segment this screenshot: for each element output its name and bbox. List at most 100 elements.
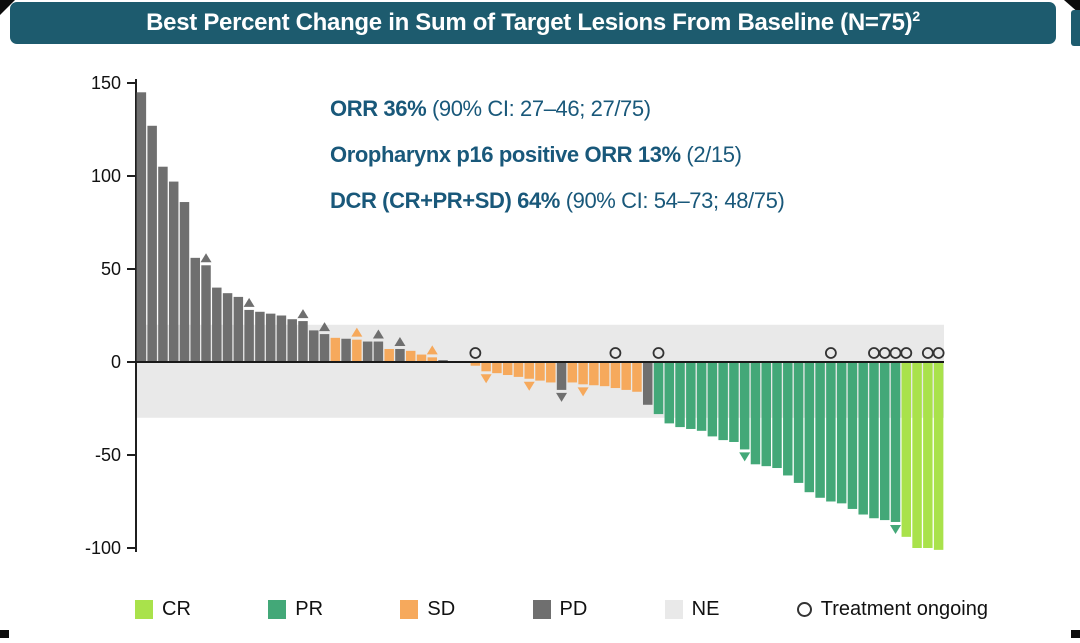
- bar-sd: [427, 357, 438, 362]
- legend-label: PD: [559, 597, 588, 620]
- bar-sd: [481, 362, 491, 372]
- bar-pd: [395, 348, 405, 362]
- legend-swatch-ne: [664, 599, 683, 619]
- bar-pr: [880, 362, 890, 521]
- y-axis-tick-label: 100: [91, 166, 121, 186]
- markers-group: [200, 253, 945, 534]
- up-triangle-marker: [243, 297, 255, 307]
- legend-item-pd: PD: [532, 597, 588, 621]
- bar-sd: [621, 362, 631, 390]
- bar-sd: [513, 362, 524, 377]
- bar-pd: [190, 257, 200, 362]
- y-axis-tick-label: -100: [85, 538, 121, 558]
- y-axis-tick-label: 150: [91, 73, 121, 93]
- legend-label: SD: [427, 597, 456, 620]
- bar-sd: [330, 337, 341, 362]
- bar-pd: [642, 362, 653, 405]
- legend-label: CR: [162, 597, 191, 620]
- bar-sd: [405, 350, 416, 362]
- bar-sd: [599, 362, 610, 387]
- legend-swatch-cr: [135, 599, 153, 619]
- bar-pr: [653, 362, 664, 415]
- bar-pd: [341, 338, 351, 362]
- bar-pr: [847, 362, 858, 509]
- down-triangle-marker: [480, 374, 492, 384]
- chart-legend: CR PR SD PD NE Treatment ongoing: [135, 594, 988, 624]
- treatment-ongoing-circle: [824, 347, 837, 359]
- bar-pd: [147, 125, 157, 362]
- bar-sd: [524, 362, 534, 379]
- bar-cr: [923, 362, 933, 548]
- bar-sd: [589, 362, 599, 386]
- bar-pd: [179, 202, 190, 362]
- bar-pr: [793, 362, 804, 483]
- bar-pd: [212, 287, 222, 362]
- bar-pd: [244, 309, 254, 362]
- bar-pr: [664, 362, 675, 424]
- legend-label: PR: [295, 597, 324, 620]
- bar-cr: [912, 362, 922, 548]
- bar-pd: [233, 296, 244, 362]
- bar-pd: [309, 330, 319, 362]
- dcr-annotation: DCR (CR+PR+SD) 64% (90% CI: 54–73; 48/75…: [330, 188, 785, 213]
- bar-pd: [319, 334, 330, 362]
- bar-pd: [168, 181, 179, 362]
- legend-item-treatment-ongoing: Treatment ongoing: [796, 597, 988, 621]
- bar-pd: [362, 341, 373, 362]
- bar-pd: [255, 311, 265, 362]
- bar-pd: [158, 166, 168, 362]
- bars-group: [136, 92, 944, 550]
- legend-label: NE: [691, 597, 720, 620]
- bar-sd: [546, 362, 556, 383]
- up-triangle-marker: [200, 253, 212, 263]
- treatment-ongoing-circle: [932, 347, 945, 359]
- bar-pr: [718, 362, 728, 441]
- bar-pd: [298, 321, 308, 362]
- bar-pr: [707, 362, 718, 437]
- bar-cr: [933, 362, 944, 550]
- bar-pr: [761, 362, 771, 467]
- bar-sd: [470, 362, 481, 366]
- bar-sd: [352, 339, 362, 362]
- legend-label: Treatment ongoing: [820, 597, 988, 620]
- bar-pr: [858, 362, 868, 515]
- down-triangle-marker: [523, 381, 535, 391]
- page-title-text: Best Percent Change in Sum of Target Les…: [146, 9, 913, 36]
- y-axis-tick-label: 0: [111, 352, 121, 372]
- bar-pr: [750, 362, 761, 465]
- bar-pr: [772, 362, 782, 469]
- legend-item-pr: PR: [268, 598, 323, 621]
- bar-sd: [610, 362, 621, 389]
- treatment-ongoing-circle: [652, 347, 665, 359]
- y-axis-tick-label: -50: [95, 445, 121, 465]
- bar-sd: [632, 362, 642, 392]
- up-triangle-marker: [394, 336, 406, 346]
- legend-swatch-pd: [532, 599, 551, 619]
- bar-pr: [815, 362, 825, 498]
- bar-pd: [556, 362, 567, 390]
- bar-pr: [686, 362, 696, 429]
- down-triangle-marker: [739, 452, 751, 462]
- bar-pd: [201, 265, 211, 362]
- orr-annotation: ORR 36% (90% CI: 27–46; 27/75): [330, 96, 651, 121]
- treatment-ongoing-legend-icon: [796, 601, 812, 617]
- page-title: Best Percent Change in Sum of Target Les…: [146, 9, 920, 37]
- treatment-ongoing-circle: [900, 347, 913, 359]
- bar-sd: [416, 354, 427, 362]
- bar-pd: [373, 341, 384, 362]
- up-triangle-marker: [319, 322, 331, 332]
- oropharynx-annotation: Oropharynx p16 positive ORR 13% (2/15): [330, 142, 742, 167]
- bar-sd: [578, 362, 588, 385]
- bar-pr: [739, 362, 750, 450]
- bar-pr: [696, 362, 707, 431]
- slide-corner-bottom-right: [1071, 630, 1080, 638]
- bar-pr: [836, 362, 847, 504]
- bar-sd: [502, 362, 513, 376]
- legend-item-sd: SD: [400, 598, 455, 621]
- up-triangle-marker: [426, 345, 438, 355]
- bar-sd: [535, 362, 545, 381]
- bar-pd: [265, 313, 276, 362]
- bar-pr: [675, 362, 685, 428]
- bar-pr: [804, 362, 815, 493]
